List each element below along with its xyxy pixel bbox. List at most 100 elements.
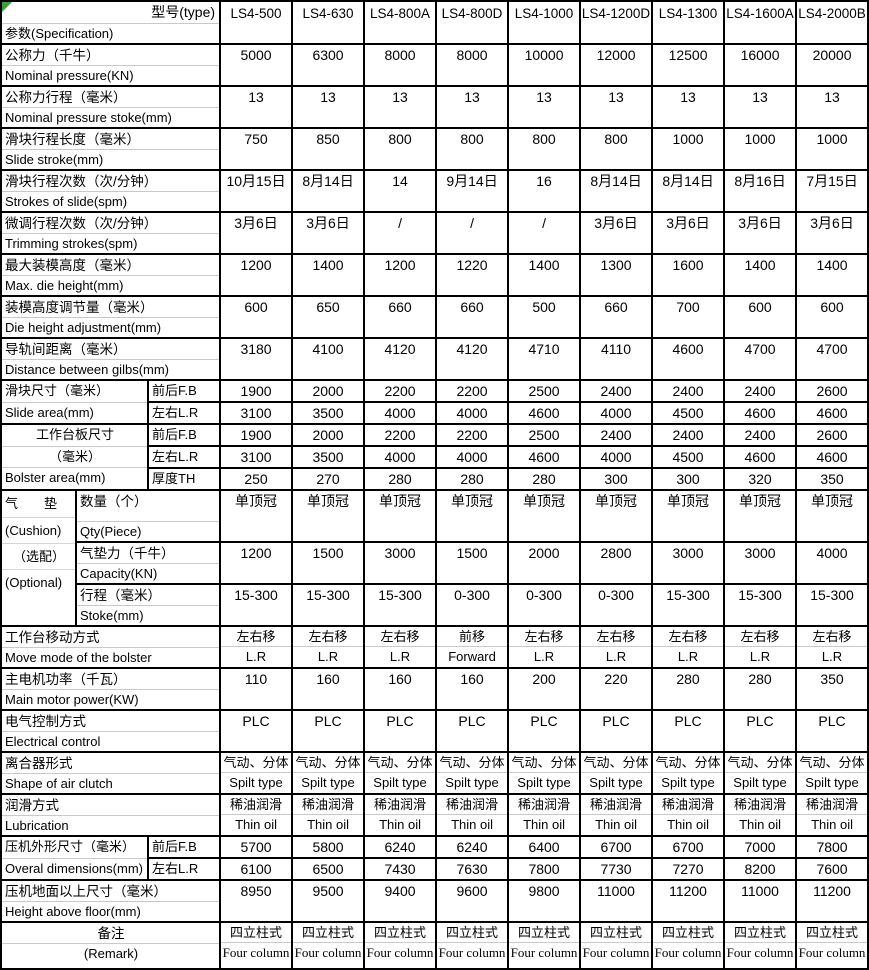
excel-corner-marker-icon xyxy=(3,3,12,12)
value-text: 300 xyxy=(604,471,628,487)
value-text: 2500 xyxy=(528,427,560,443)
value-cell: 7730 xyxy=(579,857,654,881)
value-cell: 前移 Forward xyxy=(435,625,510,669)
group-label-line: Slide area(mm) xyxy=(3,402,146,422)
value-cn: 左右移 xyxy=(582,628,651,647)
value-text: 3月6日 xyxy=(234,215,278,231)
value-text: 5700 xyxy=(240,839,272,855)
value-cell: 3月6日 xyxy=(651,211,726,255)
value-en: Forward xyxy=(448,649,496,664)
value-text: 0-300 xyxy=(598,587,634,603)
value-cell: 2500 xyxy=(507,379,582,403)
param-label-cn: 装模高度调节量（毫米） xyxy=(3,298,219,318)
param-label-en: Trimming strokes(spm) xyxy=(5,236,138,251)
value-text: 4500 xyxy=(672,405,704,421)
value-text: 280 xyxy=(676,671,700,687)
value-cell: 3180 xyxy=(219,337,294,381)
value-cell: 660 xyxy=(363,295,438,339)
value-en: Spilt type xyxy=(373,775,427,790)
value-text: 10月15日 xyxy=(226,173,286,189)
value-cell: 2200 xyxy=(435,379,510,403)
param-label-cn: 公称力（千牛） xyxy=(3,46,219,66)
group-label-cell: 滑块尺寸（毫米） Slide area(mm) xyxy=(0,379,149,425)
value-cell: 稀油润滑 Thin oil xyxy=(363,793,438,837)
value-text: 600 xyxy=(748,299,772,315)
group-label-line: 滑块尺寸（毫米） xyxy=(5,383,110,398)
value-cell: 15-300 xyxy=(363,583,438,627)
value-cell: 11200 xyxy=(651,879,726,923)
value-en: Four column xyxy=(366,945,434,960)
value-text: 2200 xyxy=(456,383,488,399)
value-cell: 1300 xyxy=(579,253,654,297)
value-text: 9月14日 xyxy=(446,173,498,189)
param-label-en: Nominal pressure stoke(mm) xyxy=(5,110,172,125)
model-header-cell: LS4-800D xyxy=(435,0,510,45)
model-header-cell: LS4-630 xyxy=(291,0,366,45)
value-cell: 6700 xyxy=(579,835,654,859)
param-label-cn: 离合器形式 xyxy=(3,754,219,774)
value-text: 3100 xyxy=(240,405,272,421)
value-cell: 7月15日 xyxy=(795,169,869,213)
value-cn: 气动、分体 xyxy=(726,754,795,773)
value-en: Thin oil xyxy=(235,817,277,832)
value-cell: 850 xyxy=(291,127,366,171)
param-label-cn: 电气控制方式 xyxy=(3,712,219,732)
value-cell: 气动、分体 Spilt type xyxy=(507,751,582,795)
value-text: 4710 xyxy=(528,341,560,357)
value-text: 7800 xyxy=(816,839,848,855)
value-en: Four column xyxy=(726,945,794,960)
value-cell: 8000 xyxy=(363,43,438,87)
table-row: 左右L.R 3100 3500 4000 4000 4600 4000 4500 4600 460… xyxy=(1,401,869,425)
value-text: 13 xyxy=(752,89,768,105)
value-cell: 300 xyxy=(579,467,654,491)
value-cell: 1500 xyxy=(435,541,510,585)
value-cell: 15-300 xyxy=(651,583,726,627)
value-cell: 左右移 L.R xyxy=(651,625,726,669)
value-cell: 7000 xyxy=(723,835,798,859)
value-text: 800 xyxy=(388,131,412,147)
value-cell: 6100 xyxy=(219,857,294,881)
value-cn: 稀油润滑 xyxy=(654,796,723,815)
value-cell: 0-300 xyxy=(435,583,510,627)
value-text: 4600 xyxy=(816,405,848,421)
param-label-cn: 行程（毫米） xyxy=(78,586,219,606)
value-cell: 16 xyxy=(507,169,582,213)
value-text: 13 xyxy=(392,89,408,105)
value-cell: 气动、分体 Spilt type xyxy=(651,751,726,795)
value-cell: 稀油润滑 Thin oil xyxy=(507,793,582,837)
value-text: 6100 xyxy=(240,861,272,877)
value-cell: 稀油润滑 Thin oil xyxy=(723,793,798,837)
model-header-cell: LS4-500 xyxy=(219,0,294,45)
value-text: 13 xyxy=(464,89,480,105)
value-cell: 13 xyxy=(363,85,438,129)
value-cell: 15-300 xyxy=(219,583,294,627)
param-label-cell: 工作台移动方式 Move mode of the bolster xyxy=(0,625,222,669)
value-cell: PLC xyxy=(795,709,869,753)
value-text: 4110 xyxy=(600,341,632,357)
value-cell: 单顶冠 xyxy=(291,489,366,543)
value-text: 0-300 xyxy=(454,587,490,603)
value-text: 单顶冠 xyxy=(307,493,350,509)
model-header-cell: LS4-1000 xyxy=(507,0,582,45)
param-label-cell: 微调行程次数（次/分钟） Trimming strokes(spm) xyxy=(0,211,222,255)
value-text: 单顶冠 xyxy=(667,493,710,509)
value-en: Four column xyxy=(510,945,578,960)
value-text: 3000 xyxy=(744,545,776,561)
value-cell: PLC xyxy=(651,709,726,753)
value-cell: 6700 xyxy=(651,835,726,859)
param-label-en: Height above floor(mm) xyxy=(5,904,141,919)
param-label-cell: 最大装模高度（毫米） Max. die height(mm) xyxy=(0,253,222,297)
value-cell: 270 xyxy=(291,467,366,491)
value-text: 7630 xyxy=(456,861,488,877)
value-text: 2500 xyxy=(528,383,560,399)
value-cell: 600 xyxy=(723,295,798,339)
param-label-en: Electrical control xyxy=(5,734,101,749)
value-en: Thin oil xyxy=(667,817,709,832)
value-cell: 4000 xyxy=(795,541,869,585)
value-cn: 左右移 xyxy=(222,628,291,647)
value-text: 600 xyxy=(244,299,268,315)
value-text: 3000 xyxy=(672,545,704,561)
value-text: 2600 xyxy=(816,383,848,399)
param-label-cn: 气垫力（千牛） xyxy=(78,544,219,564)
